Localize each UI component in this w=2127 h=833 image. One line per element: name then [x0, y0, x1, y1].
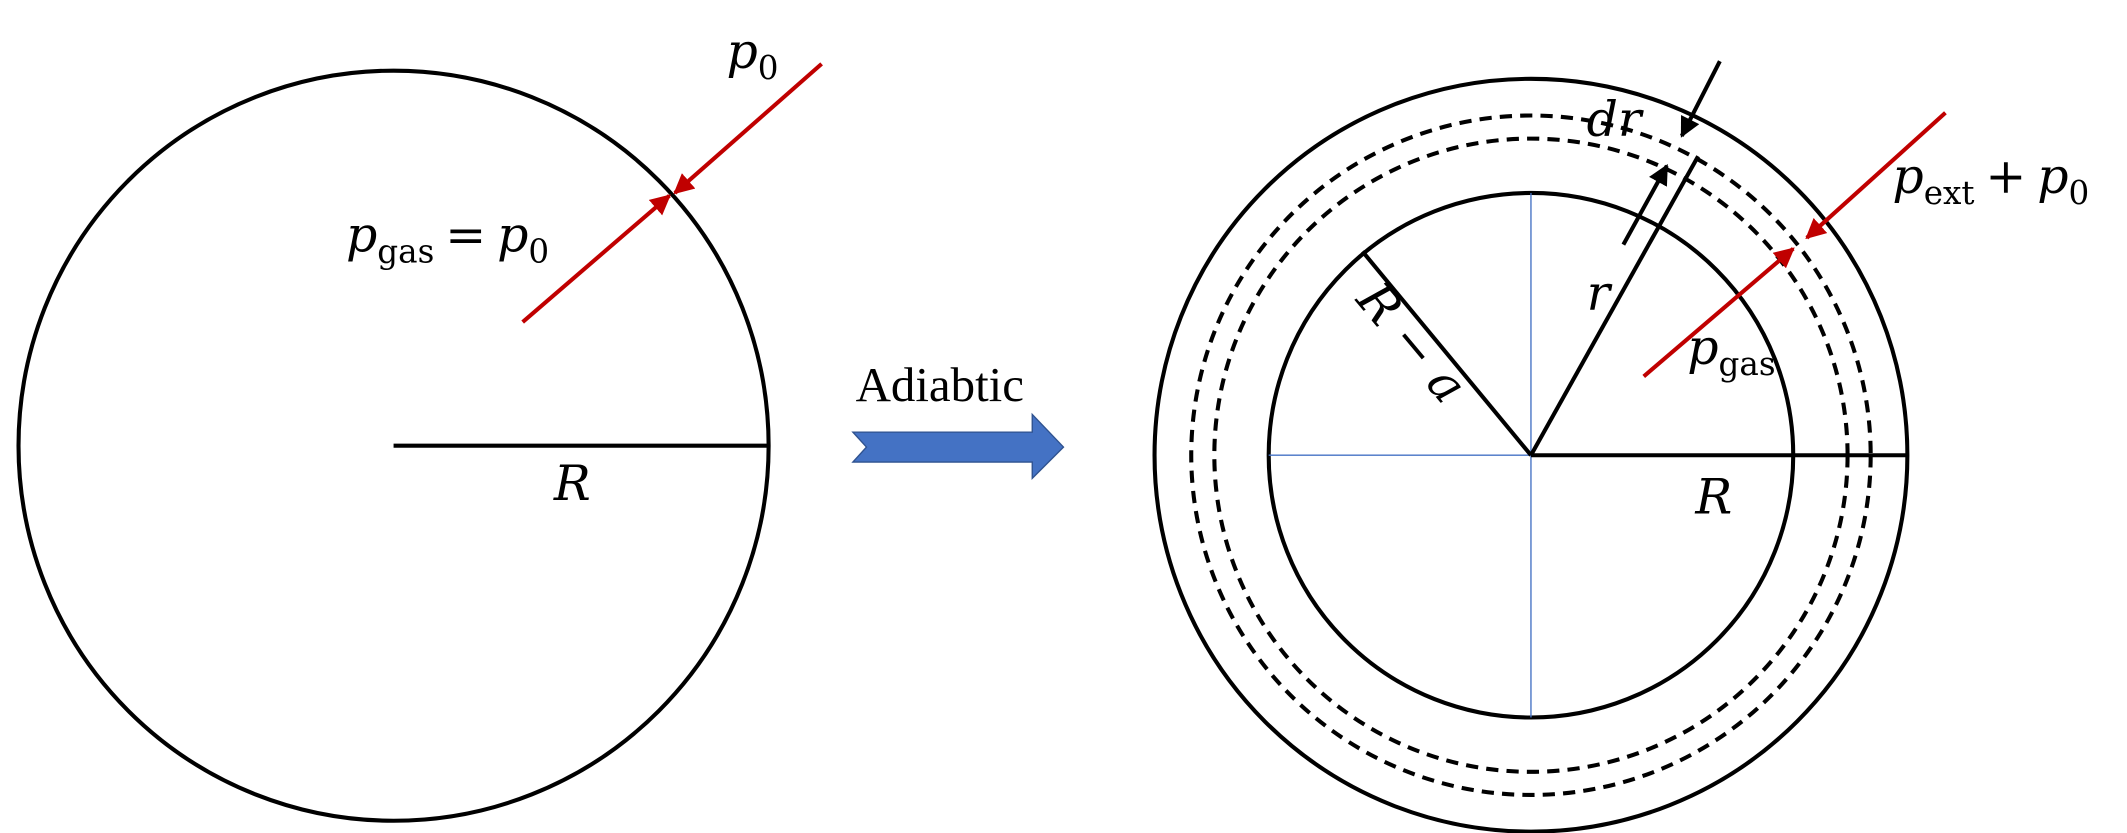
outside-pressure: pext + p0	[1892, 148, 2089, 212]
pressure-arrow	[1642, 247, 1795, 378]
process-label: Adiabtic	[856, 357, 1024, 412]
dr-arrow	[1679, 60, 1722, 138]
gas-pressure: pgas = p0	[346, 206, 549, 270]
radius-label: R	[553, 455, 591, 512]
dr-arrow	[1621, 163, 1669, 246]
pressure-arrow	[673, 62, 823, 195]
outside-pressure: p0	[726, 23, 778, 87]
shell-thickness: dr	[1587, 91, 1644, 148]
pressure-arrow	[521, 194, 671, 324]
pressure-arrow	[1805, 111, 1947, 240]
shell-radius-line	[1529, 155, 1700, 457]
inner-radius-line	[1360, 250, 1533, 457]
radius-label: R	[1694, 469, 1732, 526]
gas-pressure: pgas	[1687, 319, 1775, 383]
shell-radius: r	[1587, 265, 1613, 322]
process-arrow	[851, 412, 1065, 480]
inner-radius: R − a	[1345, 271, 1478, 414]
